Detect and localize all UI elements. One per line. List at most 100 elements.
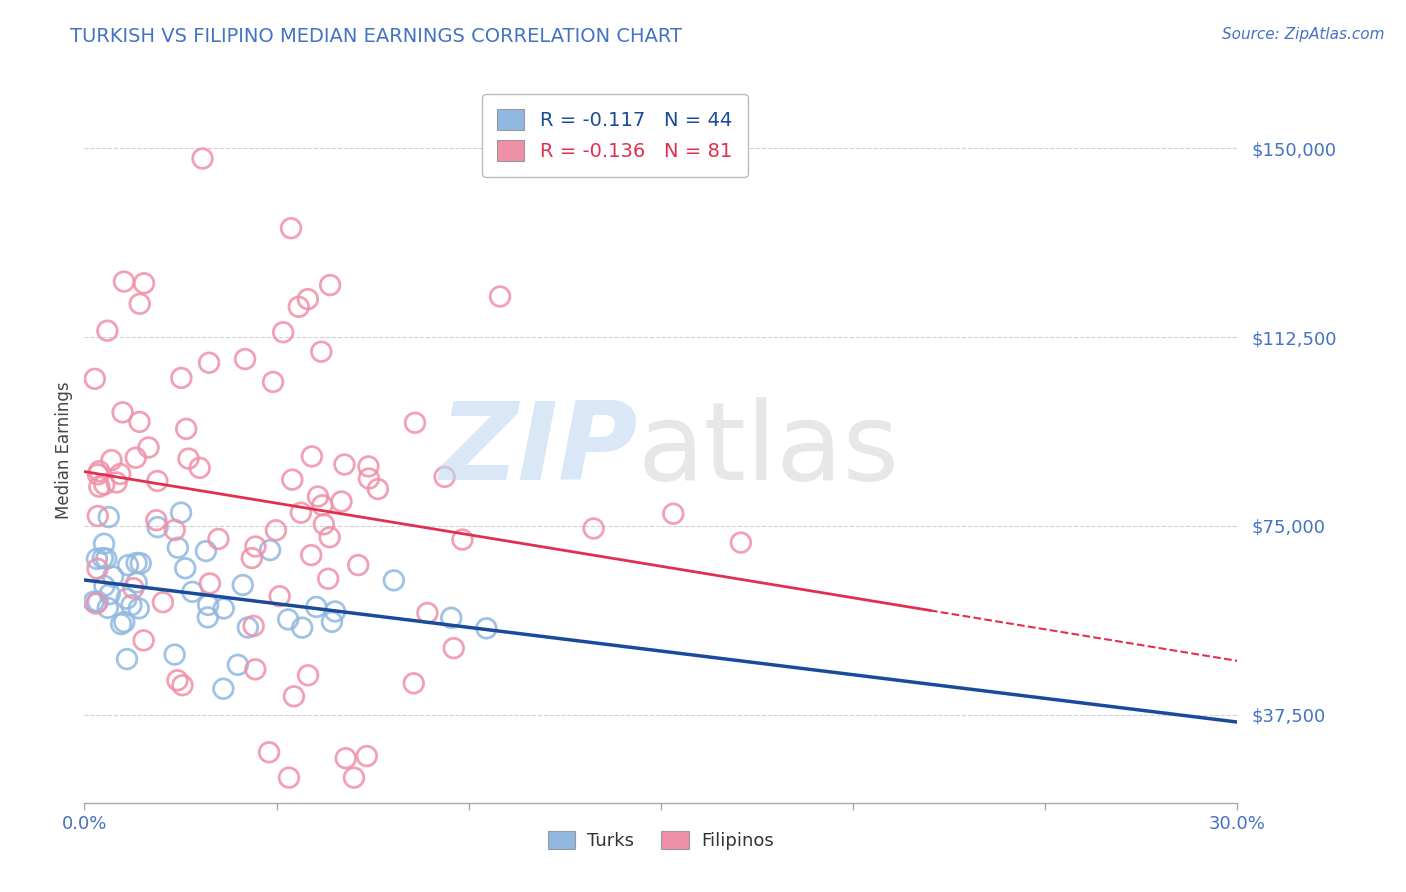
Point [212, 601, 235, 615]
Point [582, 521, 605, 535]
Point [97, 600, 120, 615]
Point [356, 749, 378, 764]
Point [240, 551, 263, 566]
Text: ZIP: ZIP [440, 398, 638, 503]
Point [174, 561, 197, 575]
Point [170, 371, 193, 385]
Point [311, 498, 333, 512]
Point [245, 662, 267, 676]
Point [307, 490, 329, 504]
Point [333, 458, 356, 472]
Point [297, 292, 319, 306]
Point [357, 459, 380, 474]
Point [311, 344, 333, 359]
Point [283, 690, 305, 704]
Point [87, 595, 110, 609]
Point [433, 470, 456, 484]
Point [291, 621, 314, 635]
Point [297, 668, 319, 682]
Point [89, 464, 111, 478]
Point [93, 537, 115, 551]
Point [277, 612, 299, 626]
Point [730, 535, 752, 549]
Point [84, 597, 107, 611]
Point [172, 678, 194, 692]
Legend: Turks, Filipinos: Turks, Filipinos [540, 823, 782, 857]
Point [323, 604, 346, 618]
Text: atlas: atlas [638, 398, 900, 503]
Text: Source: ZipAtlas.com: Source: ZipAtlas.com [1222, 27, 1385, 42]
Point [83, 372, 105, 386]
Point [152, 595, 174, 609]
Point [264, 524, 287, 538]
Point [108, 467, 131, 481]
Point [188, 461, 211, 475]
Point [321, 615, 343, 629]
Point [163, 523, 186, 537]
Point [174, 422, 197, 436]
Point [382, 574, 405, 588]
Point [198, 356, 221, 370]
Point [122, 581, 145, 595]
Point [112, 615, 135, 629]
Point [290, 506, 312, 520]
Y-axis label: Median Earnings: Median Earnings [55, 382, 73, 519]
Point [280, 221, 302, 235]
Point [86, 552, 108, 566]
Point [440, 611, 463, 625]
Point [226, 657, 249, 672]
Point [281, 473, 304, 487]
Point [207, 532, 229, 546]
Text: TURKISH VS FILIPINO MEDIAN EARNINGS CORRELATION CHART: TURKISH VS FILIPINO MEDIAN EARNINGS CORR… [70, 27, 682, 45]
Point [125, 575, 148, 590]
Point [489, 289, 512, 303]
Point [278, 771, 301, 785]
Point [404, 416, 426, 430]
Point [86, 562, 108, 576]
Point [128, 297, 150, 311]
Point [89, 480, 111, 494]
Point [93, 477, 115, 491]
Point [166, 673, 188, 688]
Point [191, 152, 214, 166]
Point [115, 652, 138, 666]
Point [416, 606, 439, 620]
Point [167, 541, 190, 555]
Point [451, 533, 474, 547]
Point [96, 551, 118, 566]
Point [181, 585, 204, 599]
Point [271, 325, 294, 339]
Point [132, 633, 155, 648]
Point [125, 556, 148, 570]
Point [305, 599, 328, 614]
Point [128, 601, 150, 615]
Point [197, 610, 219, 624]
Point [245, 540, 267, 554]
Point [125, 450, 148, 465]
Point [101, 569, 124, 583]
Point [163, 648, 186, 662]
Point [93, 579, 115, 593]
Point [367, 482, 389, 496]
Point [111, 405, 134, 419]
Point [98, 587, 121, 601]
Point [242, 619, 264, 633]
Point [236, 620, 259, 634]
Point [288, 300, 311, 314]
Point [318, 530, 340, 544]
Point [132, 277, 155, 291]
Point [96, 324, 118, 338]
Point [128, 415, 150, 429]
Point [257, 745, 280, 759]
Point [259, 543, 281, 558]
Point [330, 494, 353, 508]
Point [87, 508, 110, 523]
Point [301, 450, 323, 464]
Point [343, 771, 366, 785]
Point [194, 544, 217, 558]
Point [112, 275, 135, 289]
Point [347, 558, 370, 572]
Point [117, 558, 139, 573]
Point [129, 557, 152, 571]
Point [145, 513, 167, 527]
